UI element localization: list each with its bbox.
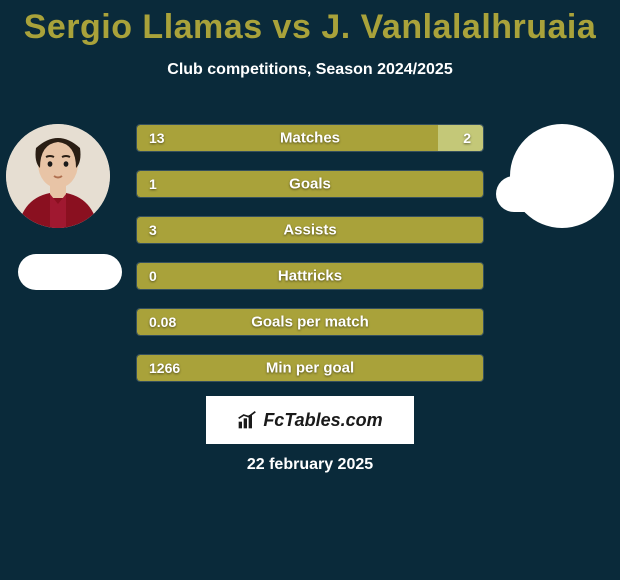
subtitle: Club competitions, Season 2024/2025 <box>0 61 620 79</box>
branding-logo: FcTables.com <box>206 396 414 444</box>
player-left-flag <box>18 254 122 290</box>
stat-bar: 1 Goals <box>136 170 484 198</box>
stat-label: Hattricks <box>278 268 342 285</box>
stat-bar: 0.08 Goals per match <box>136 308 484 336</box>
stat-value-left: 1266 <box>149 360 180 376</box>
stat-bar: 3 Assists <box>136 216 484 244</box>
player-left-avatar <box>6 124 110 228</box>
stat-label: Goals <box>289 176 331 193</box>
stat-value-right: 2 <box>463 130 471 146</box>
stat-bar: 13 2 Matches <box>136 124 484 152</box>
stat-label: Assists <box>283 222 336 239</box>
stat-value-left: 0 <box>149 268 157 284</box>
logo-text: FcTables.com <box>263 410 382 431</box>
stat-value-left: 1 <box>149 176 157 192</box>
stat-value-left: 13 <box>149 130 165 146</box>
comparison-bars: 13 2 Matches 1 Goals 3 Assists 0 Hattricks 0.08 Go… <box>136 124 484 400</box>
stat-fill-right <box>438 125 483 151</box>
date-label: 22 february 2025 <box>247 456 373 474</box>
stat-bar: 0 Hattricks <box>136 262 484 290</box>
stat-label: Min per goal <box>266 360 354 377</box>
stat-bar: 1266 Min per goal <box>136 354 484 382</box>
chart-icon <box>237 410 257 430</box>
stat-label: Matches <box>280 130 340 147</box>
player-right-flag <box>496 176 600 212</box>
page-title: Sergio Llamas vs J. Vanlalalhruaia <box>0 0 620 47</box>
stat-label: Goals per match <box>251 314 369 331</box>
stat-value-left: 0.08 <box>149 314 176 330</box>
stat-value-left: 3 <box>149 222 157 238</box>
